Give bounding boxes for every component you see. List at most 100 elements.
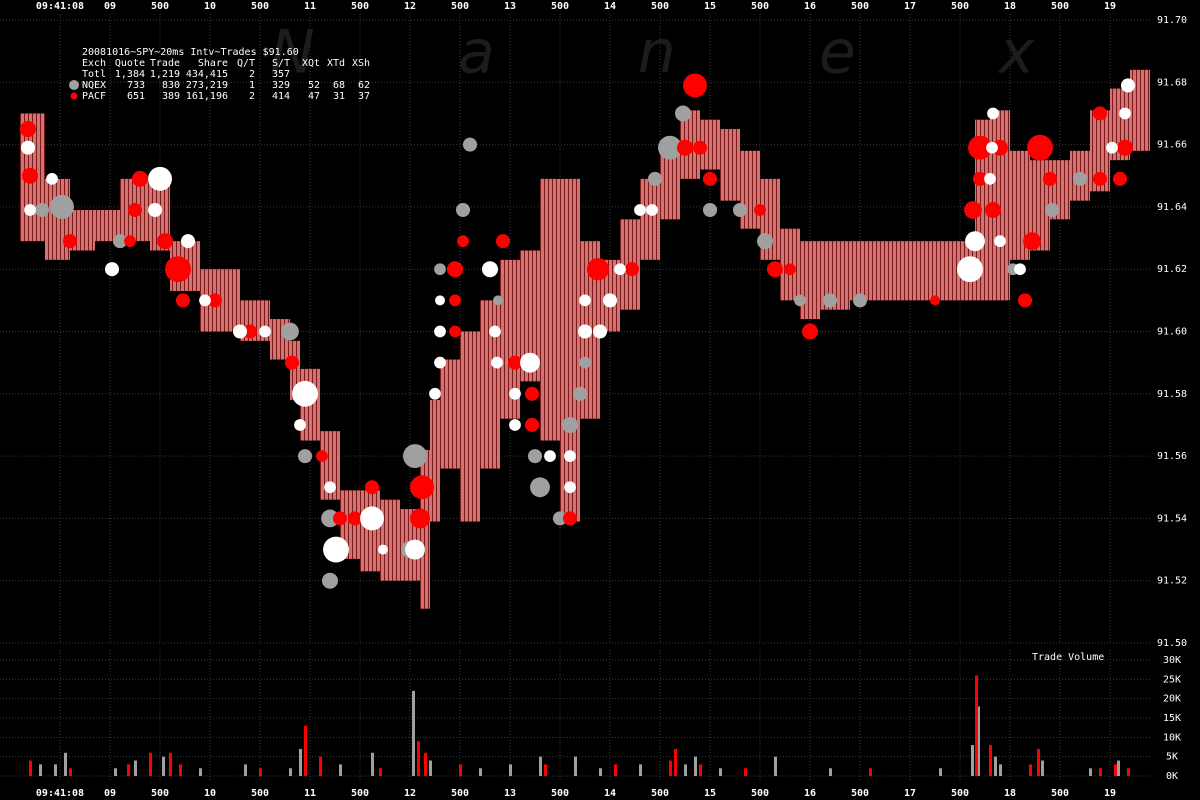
volume-bar <box>149 752 152 776</box>
x-tick-label: 09:41:08 <box>36 788 84 799</box>
trade-dot <box>131 170 149 187</box>
volume-bar <box>509 764 512 776</box>
quote-range <box>500 259 520 419</box>
trade-dot <box>148 166 172 191</box>
trade-dot <box>509 419 521 431</box>
trade-dot <box>994 235 1006 248</box>
volume-bar <box>69 768 72 776</box>
trade-dot <box>579 356 591 369</box>
trade-dot <box>1014 263 1026 276</box>
trade-dot <box>180 234 196 249</box>
volume-bar <box>162 756 165 776</box>
trade-dot <box>378 544 388 555</box>
trade-dot <box>544 450 556 462</box>
volume-bar <box>1117 760 1120 776</box>
trade-dot <box>19 121 37 138</box>
legend-cell: 273,219 <box>186 80 228 91</box>
trade-dot <box>449 294 461 307</box>
volume <box>29 675 1130 776</box>
trade-dot <box>332 511 348 526</box>
y-tick-label: 20K <box>1163 694 1181 705</box>
volume-bar <box>29 760 32 776</box>
x-tick-label: 500 <box>551 1 569 12</box>
x-tick-label: 500 <box>351 1 369 12</box>
trade-dot <box>1092 106 1108 121</box>
legend-cell: 37 <box>358 91 370 102</box>
x-tick-label: 19 <box>1104 788 1116 799</box>
legend-cell: 733 <box>127 80 145 91</box>
trade-dot <box>794 294 806 307</box>
quote-range <box>360 490 380 572</box>
legend-cell: S/T <box>272 58 290 69</box>
trade-dot <box>435 295 445 306</box>
volume-bar <box>599 768 602 776</box>
quote-range <box>560 178 580 522</box>
trade-dot <box>292 380 318 407</box>
x-tick-label: 500 <box>1051 788 1069 799</box>
y-tick-label: 25K <box>1163 674 1181 685</box>
y-tick-label: 15K <box>1163 713 1181 724</box>
legend-cell: 414 <box>272 91 290 102</box>
legend-cell: Exch <box>82 58 106 69</box>
x-tick-label: 500 <box>451 788 469 799</box>
volume-bar <box>669 760 672 776</box>
x-tick-label: 11 <box>304 1 316 12</box>
quote-range <box>440 359 460 469</box>
x-tick-label: 500 <box>951 1 969 12</box>
grid <box>0 14 1150 780</box>
legend-cell: Quote <box>115 58 145 69</box>
y-tick-label: 91.56 <box>1157 451 1187 462</box>
volume-bar <box>639 764 642 776</box>
trade-dot <box>34 202 50 218</box>
legend-cell: 31 <box>333 91 345 102</box>
legend-cell: 1 <box>249 80 255 91</box>
trade-dot <box>527 449 543 464</box>
x-tick-label: 17 <box>904 788 916 799</box>
trade-dot <box>732 202 748 218</box>
volume-bar <box>304 725 307 776</box>
volume-bar <box>999 764 1002 776</box>
x-tick-label: 500 <box>251 1 269 12</box>
volume-bar <box>1114 764 1117 776</box>
x-tick-label: 19 <box>1104 1 1116 12</box>
x-tick-label: 500 <box>451 1 469 12</box>
legend-cell: 47 <box>308 91 320 102</box>
trade-dot <box>24 204 36 216</box>
labels: 20081016~SPY~20ms Intv~Trades $91.60 Tra… <box>36 1 1187 799</box>
volume-bar <box>699 764 702 776</box>
x-tick-label: 500 <box>151 788 169 799</box>
trade-dot <box>1027 134 1053 161</box>
trade-dot <box>112 234 128 249</box>
trade-dot <box>46 172 58 185</box>
trade-dot <box>405 539 425 560</box>
trade-dot <box>957 256 983 283</box>
trade-dot <box>1044 202 1060 218</box>
quote-range <box>910 241 950 301</box>
quote-range <box>990 110 1010 301</box>
trade-dot <box>457 235 469 248</box>
legend-cell: 329 <box>272 80 290 91</box>
volume-bar <box>977 706 980 776</box>
y-tick-label: 10K <box>1163 732 1181 743</box>
y-tick-label: 91.68 <box>1157 77 1187 88</box>
volume-bar <box>1037 748 1040 776</box>
trade-dot <box>364 480 380 495</box>
volume-bar <box>774 756 777 776</box>
legend-cell: XTd <box>327 58 345 69</box>
trade-dot <box>572 386 588 401</box>
x-tick-label: 16 <box>804 788 816 799</box>
trade-dot <box>658 135 682 160</box>
volume-bar <box>417 741 420 776</box>
legend-cell: 357 <box>272 69 290 80</box>
trade-dot <box>1112 171 1128 186</box>
x-tick-label: 10 <box>204 788 216 799</box>
quote-range <box>1010 150 1030 260</box>
trade-dot <box>972 171 988 186</box>
y-tick-label: 91.60 <box>1157 327 1187 338</box>
trade-dot <box>1106 141 1118 154</box>
x-tick-label: 500 <box>951 788 969 799</box>
trade-dot <box>127 202 143 218</box>
quote-range <box>740 150 760 229</box>
quote-range <box>430 400 440 522</box>
x-tick-label: 09 <box>104 1 116 12</box>
